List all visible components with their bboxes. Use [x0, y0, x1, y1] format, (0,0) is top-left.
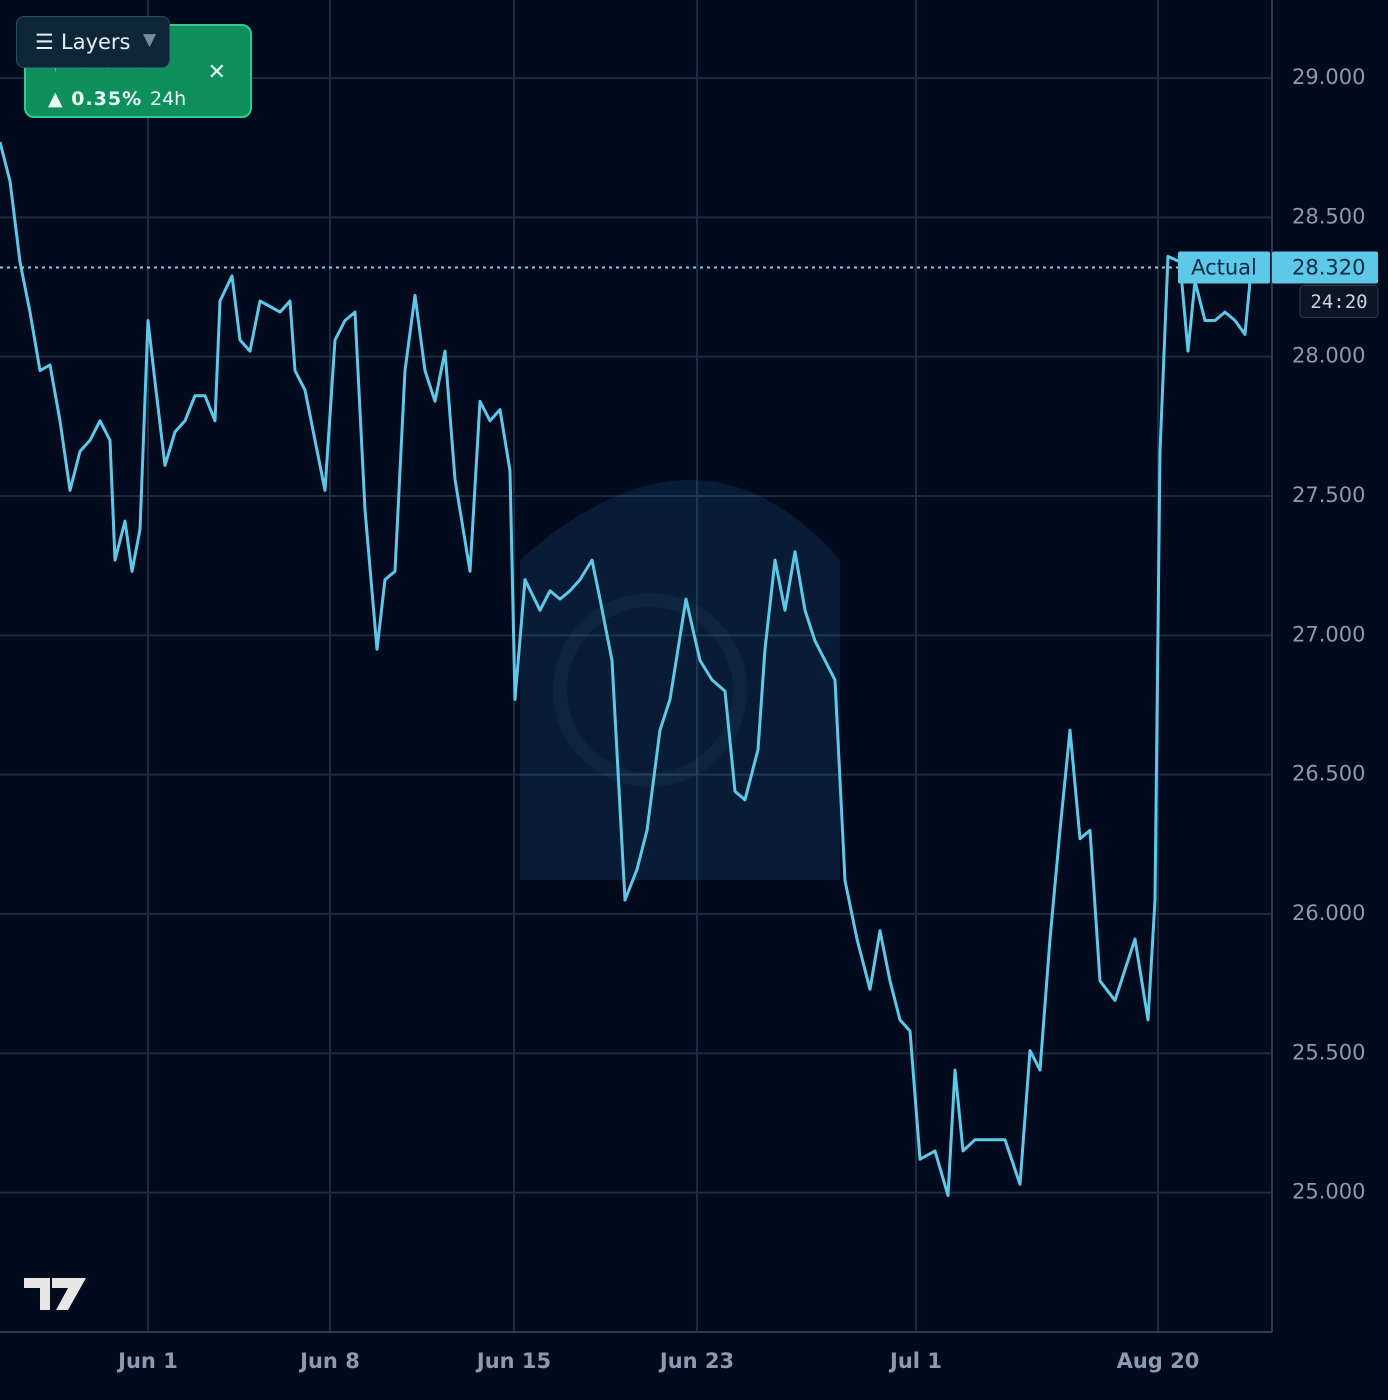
x-tick-label: Jun 23 — [658, 1349, 734, 1373]
tradingview-logo — [24, 1278, 86, 1310]
y-tick-label: 25.000 — [1292, 1180, 1365, 1204]
ticker-change: ▲ 0.35% — [48, 88, 143, 110]
x-tick-label: Jun 8 — [298, 1349, 360, 1373]
countdown: 24:20 — [1310, 291, 1367, 313]
layers-button[interactable]: ☰ Layers ▼ — [16, 16, 170, 68]
price-line — [0, 141, 1257, 1197]
y-tick-label: 25.500 — [1292, 1040, 1365, 1064]
y-tick-label: 26.000 — [1292, 901, 1365, 925]
actual-tag: Actual — [1191, 256, 1257, 280]
y-tick-label: 27.500 — [1292, 483, 1365, 507]
ticker-change-value: 0.35% — [71, 88, 143, 110]
menu-icon: ☰ — [35, 30, 54, 54]
actual-tag-bg — [1178, 251, 1270, 284]
close-button[interactable]: ✕ — [207, 60, 226, 85]
y-tick-label: 26.500 — [1292, 762, 1365, 786]
x-tick-label: Jul 1 — [888, 1349, 942, 1373]
x-tick-label: Aug 20 — [1117, 1349, 1200, 1373]
x-tick-label: Jun 15 — [475, 1349, 551, 1373]
watermark — [520, 480, 840, 880]
y-tick-label: 27.000 — [1292, 622, 1365, 646]
ticker-period: 24h — [150, 88, 187, 110]
price-tag: 28.320 — [1292, 256, 1365, 280]
x-tick-label: Jun 1 — [116, 1349, 178, 1373]
y-tick-label: 28.500 — [1292, 204, 1365, 228]
y-tick-label: 29.000 — [1292, 65, 1365, 89]
dropdown-arrow: ▼ — [143, 30, 157, 50]
y-tick-label: 28.000 — [1292, 344, 1365, 368]
price-tag-bg — [1272, 251, 1378, 284]
layers-label: Layers — [61, 30, 131, 54]
countdown-bg — [1299, 285, 1379, 319]
